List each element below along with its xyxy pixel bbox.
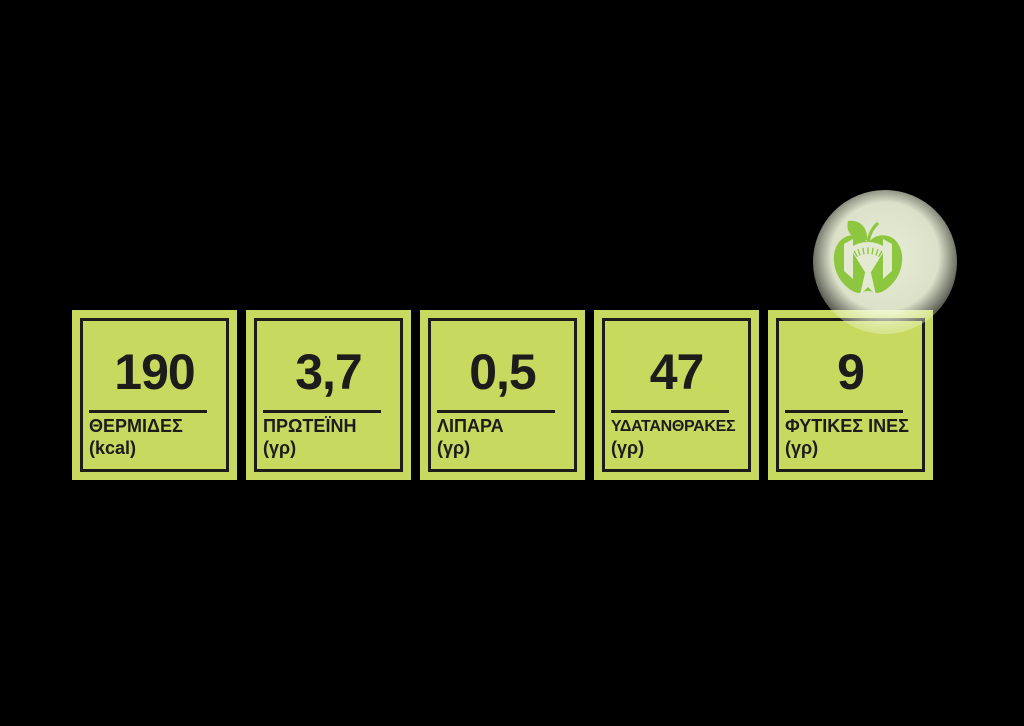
card-frame: 3,7 ΠΡΩΤΕΪΝΗ (γρ) [254,318,403,472]
nutrition-label: ΠΡΩΤΕΪΝΗ [263,416,357,436]
nutrition-unit: (γρ) [437,437,471,458]
stem-icon [866,222,879,245]
divider-line [785,410,903,413]
nutrition-card-protein: 3,7 ΠΡΩΤΕΪΝΗ (γρ) [246,310,411,480]
divider-line [437,410,555,413]
nutrition-cards-row: 190 ΘΕΡΜΙΔΕΣ (kcal) 3,7 ΠΡΩΤΕΪΝΗ (γρ) 0,… [72,310,933,480]
card-frame: 47 ΥΔΑΤΑΝΘΡΑΚΕΣ (γρ) [602,318,751,472]
card-frame: 9 ΦΥΤΙΚΕΣ ΙΝΕΣ (γρ) [776,318,925,472]
divider-line [263,410,381,413]
nutrition-unit: (γρ) [263,437,297,458]
nutrition-value: 47 [649,344,705,400]
divider-line [611,410,729,413]
letter-m-icon [844,239,892,295]
nutrition-card-fat: 0,5 ΛΙΠΑΡΑ (γρ) [420,310,585,480]
nutrition-unit: (γρ) [611,437,645,458]
card-frame: 0,5 ΛΙΠΑΡΑ (γρ) [428,318,577,472]
nutrition-value: 0,5 [469,344,537,400]
nutrition-unit: (γρ) [785,437,819,458]
divider-line [89,410,207,413]
nutrition-card-carbohydrates: 47 ΥΔΑΤΑΝΘΡΑΚΕΣ (γρ) [594,310,759,480]
nutrition-label: ΦΥΤΙΚΕΣ ΙΝΕΣ [785,416,909,436]
nutrition-label: ΘΕΡΜΙΔΕΣ [89,416,183,436]
nutrition-label: ΥΔΑΤΑΝΘΡΑΚΕΣ [611,418,736,435]
leaf-icon [847,220,868,241]
nutrition-card-fiber: 9 ΦΥΤΙΚΕΣ ΙΝΕΣ (γρ) [768,310,933,480]
nutrition-label: ΛΙΠΑΡΑ [437,416,504,436]
nutrition-value: 190 [114,344,195,400]
gauge-ticks [853,247,883,257]
nutrition-value: 3,7 [295,344,363,400]
gauge-fan-icon [850,242,886,277]
nutrition-card-calories: 190 ΘΕΡΜΙΔΕΣ (kcal) [72,310,237,480]
nutrition-unit: (kcal) [89,437,137,458]
nutrition-value: 9 [837,344,865,400]
card-frame: 190 ΘΕΡΜΙΔΕΣ (kcal) [80,318,229,472]
apple-icon [833,235,903,293]
